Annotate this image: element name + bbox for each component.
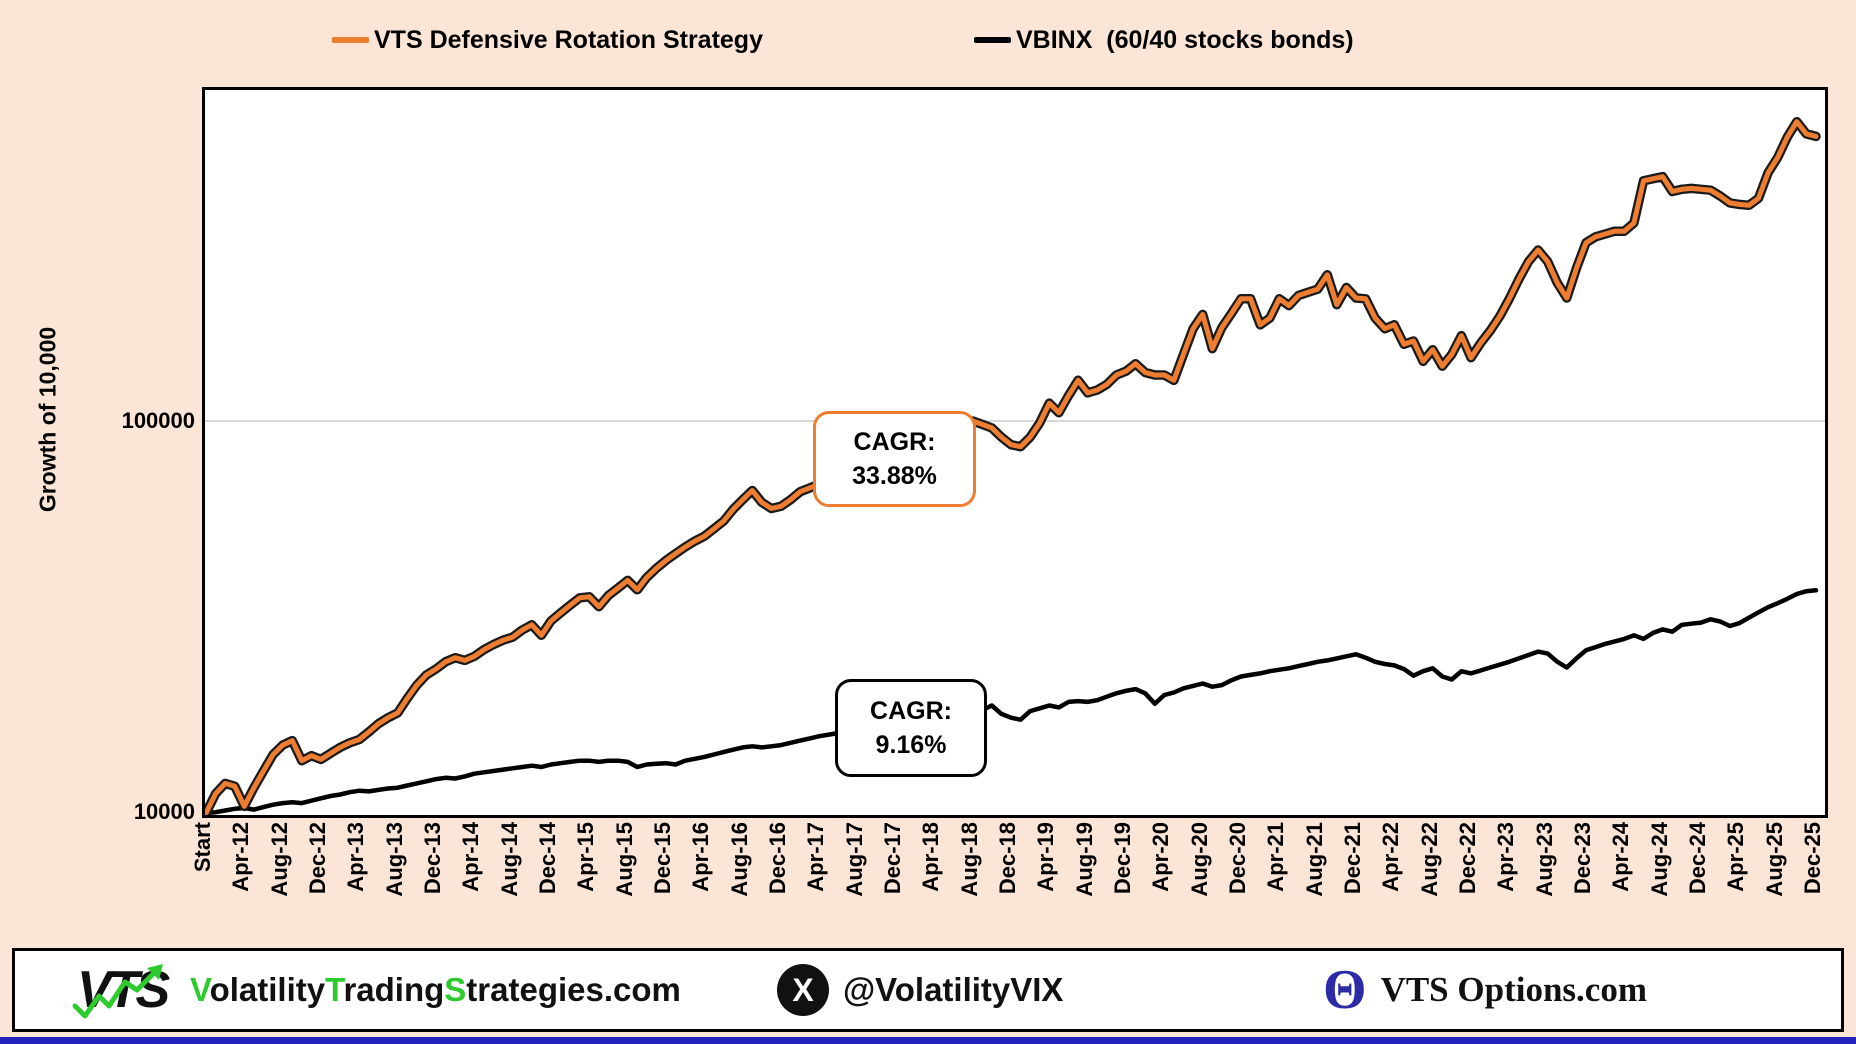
x-tick-label: Apr-12 [228, 822, 254, 892]
footer-bar: VTS VolatilityTradingStrategies.com X @V… [12, 948, 1844, 1032]
footer-brand-group: VTS VolatilityTradingStrategies.com [72, 951, 681, 1029]
chart-canvas [205, 116, 1825, 815]
legend-item-vts: VTS Defensive Rotation Strategy [332, 24, 763, 56]
x-tick-label: Dec-18 [995, 822, 1020, 895]
site-name-segment: trategies.com [466, 971, 681, 1008]
x-tick-label: Dec-12 [305, 822, 330, 895]
vts-line-outline [205, 116, 1821, 815]
x-tick-label: Apr-17 [803, 822, 829, 892]
x-tick-label: Dec-14 [535, 822, 560, 895]
x-tick-label: Apr-25 [1723, 822, 1749, 892]
legend-item-vbinx: VBINX (60/40 stocks bonds) [974, 24, 1354, 56]
x-tick-label: Aug-12 [266, 822, 292, 897]
cagr-annotation-vts: CAGR: 33.88% [813, 411, 976, 507]
x-tick-label: Dec-15 [650, 822, 675, 895]
x-tick-label: Aug-22 [1416, 822, 1442, 897]
x-tick-label: Dec-17 [880, 822, 905, 895]
plot-area: CAGR: 33.88% CAGR: 9.16% [202, 87, 1828, 818]
cagr-annotation-vbinx: CAGR: 9.16% [835, 679, 987, 777]
site-name-segment: T [325, 971, 344, 1008]
x-tick-label: Apr-21 [1263, 822, 1289, 892]
footer-twitter-group: X @VolatilityVIX [777, 951, 1063, 1029]
site-name-segment: S [444, 971, 467, 1008]
x-twitter-icon: X [777, 964, 829, 1016]
cagr-vbinx-label: CAGR: [870, 697, 952, 725]
x-tick-label: Dec-23 [1570, 822, 1595, 895]
x-tick-label: Aug-14 [496, 822, 522, 897]
x-tick-label: Apr-18 [918, 822, 944, 892]
x-tick-label: Dec-24 [1685, 822, 1710, 895]
vts-series-label: VTS Defensive Rotation Strategy [374, 25, 763, 54]
theta-icon: Θ [1323, 959, 1367, 1021]
x-tick-label: Aug-17 [841, 822, 867, 897]
y-tick-10000: 10000 [133, 799, 195, 824]
x-tick-label: Aug-25 [1761, 822, 1787, 897]
x-tick-label: Aug-15 [611, 822, 637, 897]
green-zigzag-arrow-icon [72, 964, 163, 1019]
vbinx-line [205, 588, 1819, 815]
x-tick-label: Aug-16 [726, 822, 752, 897]
x-glyph: X [792, 971, 814, 1008]
x-tick-label: Apr-15 [573, 822, 599, 892]
x-tick-label: Aug-13 [381, 822, 407, 897]
vts-line [205, 119, 1819, 815]
x-tick-label: Aug-18 [956, 822, 982, 897]
y-tick-100000: 100000 [121, 408, 195, 433]
x-tick-label: Dec-16 [765, 822, 790, 895]
x-tick-label: Apr-19 [1033, 822, 1059, 892]
x-tick-label: Dec-19 [1110, 822, 1135, 895]
vbinx-series-label: VBINX (60/40 stocks bonds) [1016, 25, 1354, 54]
bottom-accent-bar [0, 1037, 1856, 1044]
cagr-vbinx-value: 9.16% [875, 731, 947, 759]
vbinx-series-swatch [974, 37, 1011, 43]
twitter-handle-link[interactable]: @VolatilityVIX [843, 971, 1064, 1008]
site-name-segment: rading [343, 971, 445, 1008]
vts-series-swatch [332, 37, 369, 43]
site-name-segment: olatility [209, 971, 326, 1008]
x-tick-label: Apr-23 [1493, 822, 1519, 892]
footer-options-group: Θ VTS Options.com [1323, 951, 1647, 1029]
x-tick-label: Aug-24 [1646, 822, 1672, 897]
vts-logo: VTS [72, 960, 172, 1020]
x-tick-label: Aug-20 [1186, 822, 1212, 897]
x-tick-label: Apr-13 [343, 822, 369, 892]
cagr-vts-label: CAGR: [853, 428, 936, 456]
cagr-vts-value: 33.88% [852, 462, 937, 490]
x-tick-label: Apr-20 [1148, 822, 1174, 892]
x-tick-label: Start [190, 822, 215, 873]
x-tick-label: Apr-24 [1608, 822, 1634, 892]
site-name-segment: V [190, 971, 210, 1008]
x-tick-label: Apr-22 [1378, 822, 1404, 892]
x-tick-label: Apr-14 [458, 822, 484, 892]
x-tick-label: Aug-21 [1301, 822, 1327, 897]
x-tick-label: Dec-22 [1455, 822, 1480, 895]
x-tick-label: Dec-13 [420, 822, 445, 895]
x-tick-label: Dec-20 [1225, 822, 1250, 895]
x-tick-label: Dec-25 [1800, 822, 1825, 895]
vts-options-link[interactable]: VTS Options.com [1380, 970, 1647, 1009]
x-tick-label: Aug-23 [1531, 822, 1557, 897]
volatilitytradingstrategies-link[interactable]: VolatilityTradingStrategies.com [190, 971, 681, 1009]
x-tick-label: Apr-16 [688, 822, 714, 892]
x-tick-label: Dec-21 [1340, 822, 1365, 895]
x-tick-label: Aug-19 [1071, 822, 1097, 897]
